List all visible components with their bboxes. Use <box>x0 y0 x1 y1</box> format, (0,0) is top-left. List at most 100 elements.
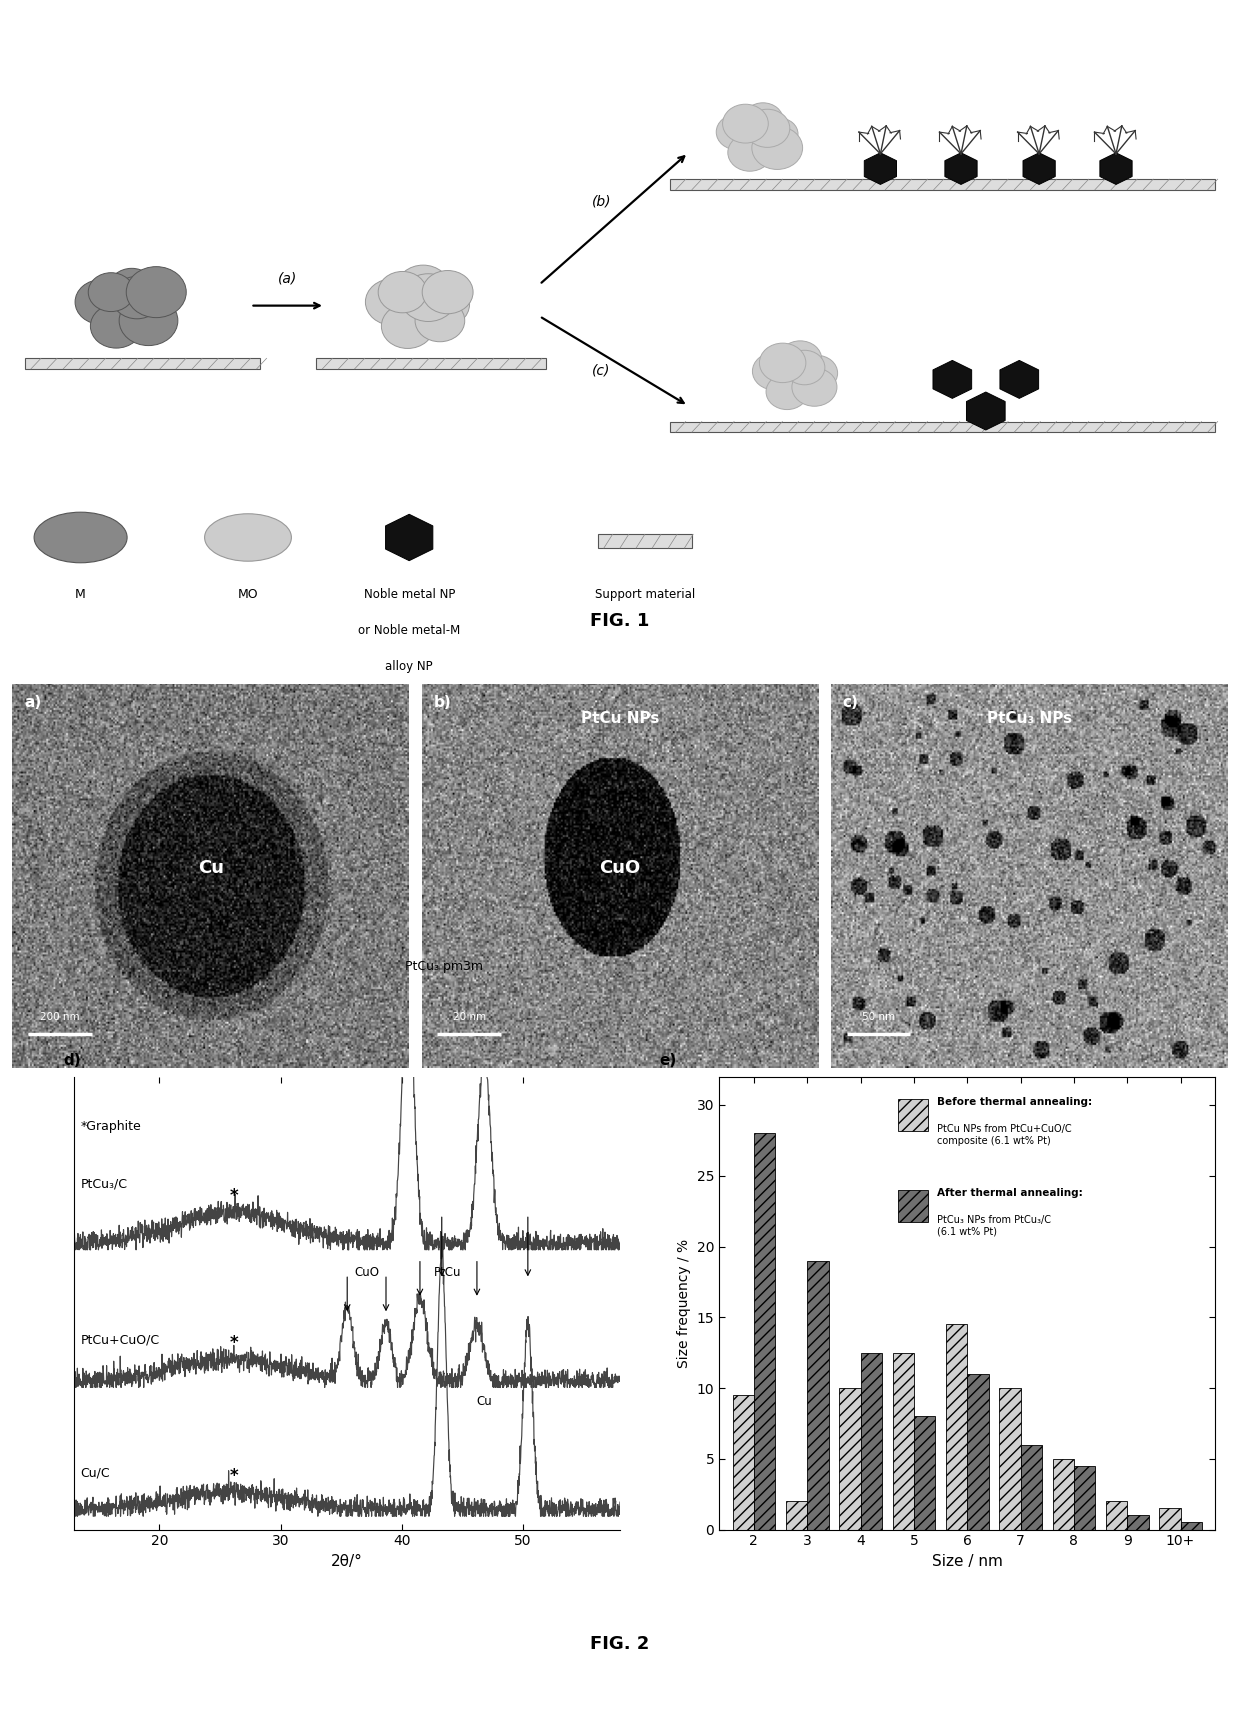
Circle shape <box>728 133 771 171</box>
Polygon shape <box>1023 152 1055 185</box>
Circle shape <box>759 344 806 383</box>
Text: Noble metal NP: Noble metal NP <box>363 588 455 602</box>
Circle shape <box>723 104 769 144</box>
Bar <box>999 1388 1021 1530</box>
Bar <box>1021 1444 1042 1530</box>
Y-axis label: Size frequency / %: Size frequency / % <box>677 1239 691 1367</box>
Bar <box>670 422 1215 432</box>
Circle shape <box>126 284 175 325</box>
Text: Cu/C: Cu/C <box>81 1466 110 1480</box>
Bar <box>786 1501 807 1530</box>
Bar <box>1074 1466 1095 1530</box>
Circle shape <box>119 296 177 345</box>
Circle shape <box>397 265 450 311</box>
Ellipse shape <box>35 513 128 562</box>
Bar <box>914 1417 935 1530</box>
Text: e): e) <box>660 1053 677 1068</box>
Circle shape <box>422 270 474 314</box>
Text: Cu: Cu <box>198 860 223 877</box>
Bar <box>1053 1459 1074 1530</box>
Ellipse shape <box>205 514 291 561</box>
Text: PtCu₃ NPs from PtCu₃/C
(6.1 wt% Pt): PtCu₃ NPs from PtCu₃/C (6.1 wt% Pt) <box>937 1215 1052 1236</box>
Circle shape <box>751 126 802 169</box>
Text: After thermal annealing:: After thermal annealing: <box>937 1188 1084 1198</box>
Circle shape <box>100 294 148 333</box>
Circle shape <box>784 350 825 385</box>
Circle shape <box>401 273 456 321</box>
Bar <box>754 1133 775 1530</box>
Text: Cu: Cu <box>476 1395 492 1408</box>
Bar <box>898 1099 928 1131</box>
Text: FIG. 1: FIG. 1 <box>590 612 650 631</box>
Text: PtCu₃ pm3m: PtCu₃ pm3m <box>405 960 484 972</box>
Circle shape <box>792 367 837 407</box>
Circle shape <box>753 352 796 390</box>
Text: CuO: CuO <box>355 1266 379 1280</box>
Text: Support material: Support material <box>595 588 694 602</box>
Circle shape <box>126 267 186 318</box>
Text: CuO: CuO <box>599 860 641 877</box>
Text: (a): (a) <box>278 272 298 285</box>
Text: 20 nm: 20 nm <box>453 1012 486 1022</box>
Text: FIG. 2: FIG. 2 <box>590 1636 650 1653</box>
Circle shape <box>88 273 134 311</box>
Text: (c): (c) <box>593 362 610 378</box>
Circle shape <box>91 304 143 349</box>
Bar <box>25 359 260 369</box>
Bar <box>1159 1509 1180 1530</box>
Text: *: * <box>231 1188 239 1205</box>
Text: alloy NP: alloy NP <box>386 660 433 673</box>
Circle shape <box>735 125 777 161</box>
Circle shape <box>386 289 445 338</box>
Circle shape <box>382 304 434 349</box>
Circle shape <box>76 280 128 325</box>
Text: c): c) <box>843 696 858 711</box>
Bar <box>316 359 546 369</box>
Circle shape <box>109 268 155 308</box>
Text: PtCu NPs from PtCu+CuO/C
composite (6.1 wt% Pt): PtCu NPs from PtCu+CuO/C composite (6.1 … <box>937 1125 1073 1145</box>
Circle shape <box>112 277 162 320</box>
X-axis label: Size / nm: Size / nm <box>931 1553 1003 1569</box>
Polygon shape <box>386 514 433 561</box>
Text: PtCu NPs: PtCu NPs <box>580 711 660 726</box>
Circle shape <box>771 362 816 400</box>
Circle shape <box>779 340 822 378</box>
Circle shape <box>761 118 799 150</box>
Text: M: M <box>76 588 86 602</box>
Circle shape <box>743 103 784 137</box>
Text: MO: MO <box>238 588 258 602</box>
Text: PtCu: PtCu <box>434 1266 461 1280</box>
Text: (b): (b) <box>591 195 611 208</box>
Text: *: * <box>231 1335 239 1352</box>
Bar <box>733 1395 754 1530</box>
Circle shape <box>415 282 470 326</box>
Bar <box>670 179 1215 190</box>
Text: or Noble metal-M: or Noble metal-M <box>358 624 460 637</box>
Text: a): a) <box>25 696 42 711</box>
Bar <box>898 1189 928 1222</box>
Polygon shape <box>945 152 977 185</box>
Circle shape <box>366 279 420 325</box>
Bar <box>807 1261 828 1530</box>
Text: *: * <box>231 1466 239 1485</box>
Text: PtCu₃ NPs: PtCu₃ NPs <box>987 711 1071 726</box>
Circle shape <box>717 115 758 150</box>
Polygon shape <box>966 391 1006 431</box>
Polygon shape <box>999 361 1039 398</box>
Bar <box>839 1388 861 1530</box>
Text: Before thermal annealing:: Before thermal annealing: <box>937 1097 1092 1107</box>
Bar <box>1127 1516 1148 1530</box>
Bar <box>946 1324 967 1530</box>
Text: PtCu+CuO/C: PtCu+CuO/C <box>81 1333 160 1347</box>
Circle shape <box>796 355 837 391</box>
Bar <box>893 1352 914 1530</box>
Bar <box>861 1352 882 1530</box>
Text: 50 nm: 50 nm <box>862 1012 895 1022</box>
Bar <box>598 535 692 549</box>
Text: b): b) <box>434 696 451 711</box>
Circle shape <box>415 299 465 342</box>
Text: PtCu₃/C: PtCu₃/C <box>81 1178 128 1191</box>
Bar <box>1180 1523 1202 1530</box>
Circle shape <box>745 109 790 147</box>
Polygon shape <box>932 361 972 398</box>
